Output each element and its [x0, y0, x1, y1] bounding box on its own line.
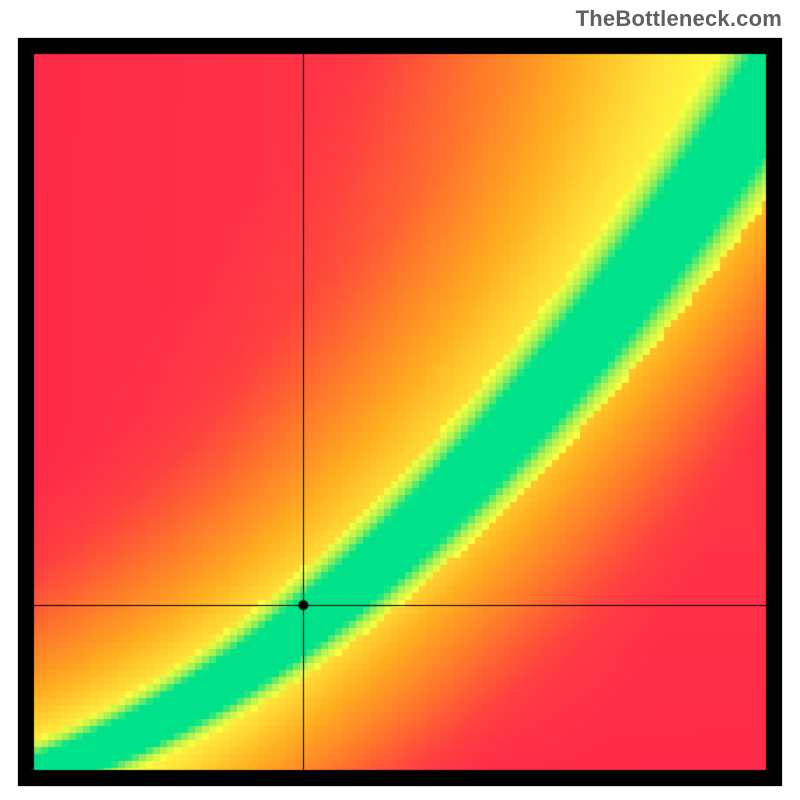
bottleneck-heatmap [0, 0, 800, 800]
chart-container: TheBottleneck.com [0, 0, 800, 800]
